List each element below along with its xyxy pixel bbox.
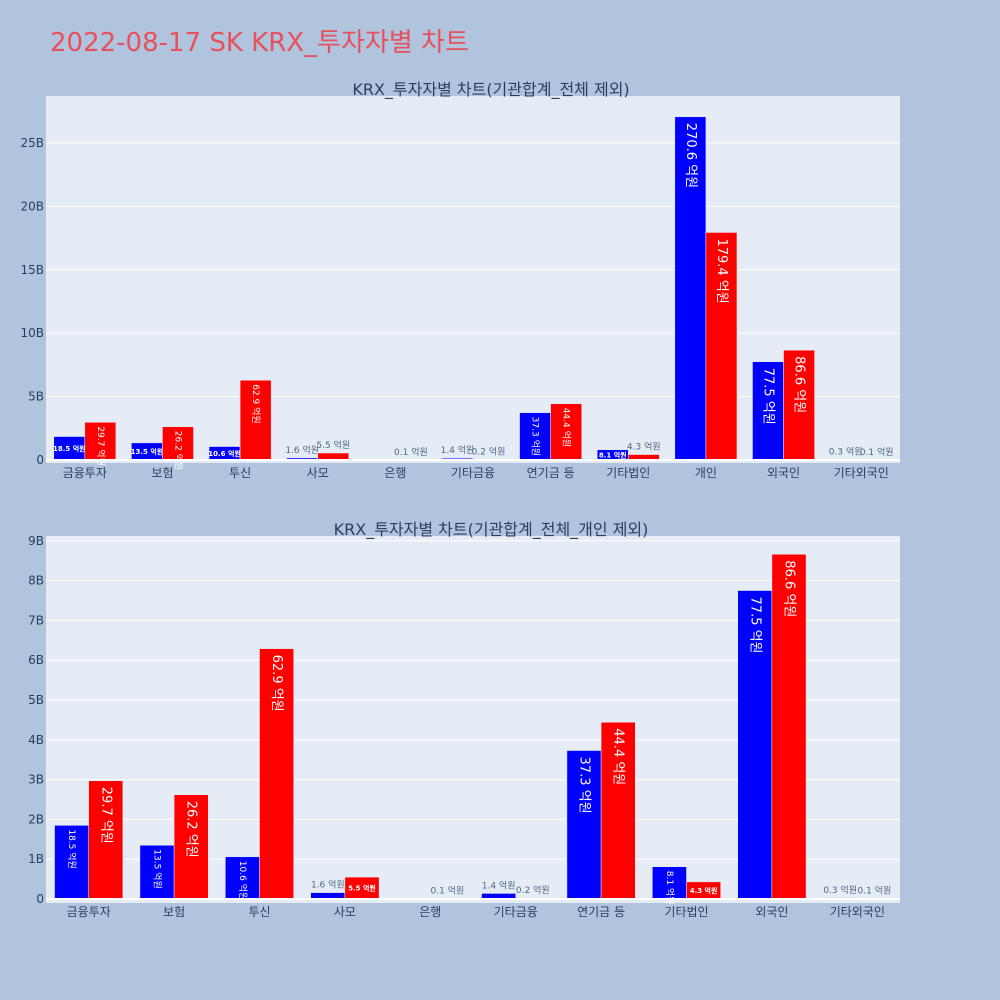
bar[interactable] [139,845,175,900]
bar[interactable] [84,422,117,461]
bar[interactable] [173,794,209,900]
bar-data-label: 4.3 억원 [627,441,661,453]
bar-data-label: 77.5 억원 [747,597,762,654]
bar[interactable] [705,232,738,461]
bar-data-label: 1.4 억원 [482,879,516,891]
x-tick-label: 투신 [229,466,251,480]
bar-data-label: 4.3 억원 [690,886,718,895]
bar-data-label: 270.6 억원 [683,123,698,188]
y-tick-label: 0 [36,453,44,467]
bar-data-label: 0.3 억원 [829,446,863,458]
bar-data-label: 86.6 억원 [781,560,796,617]
bar[interactable] [600,722,636,900]
chart-bottom: KRX_투자자별 차트(기관합계_전체_개인 제외) 0 1B 2B 3B 4B 5B 6B 7… [28,520,900,919]
y-tick-label: 9B [28,534,44,548]
bar-data-label: 0.1 억원 [858,885,892,897]
bar-data-label: 18.5 억원 [66,829,78,868]
bar-data-label: 37.3 억원 [530,417,542,456]
y-tick-label: 5B [28,390,44,404]
y-tick-label: 10B [20,326,44,340]
x-tick-label: 기타금융 [451,466,495,480]
bar-data-label: 62.9 억원 [250,384,262,423]
x-tick-label: 금융투자 [67,905,111,919]
x-tick-label: 기타법인 [606,466,650,480]
bar-data-label: 0.3 억원 [823,884,857,896]
x-tick-label: 투신 [248,905,270,919]
bar-data-label: 8.1 억원 [664,871,676,905]
x-tick-label: 외국인 [767,466,800,480]
bar[interactable] [88,780,124,900]
page-title: 2022-08-17 SK KRX_투자자별 차트 [50,28,469,58]
bar-data-label: 18.5 억원 [53,444,86,453]
bar-data-label: 86.6 억원 [792,356,807,413]
y-tick-label: 0 [36,892,44,906]
bar-data-label: 44.4 억원 [611,728,626,785]
x-tick-label: 기타법인 [664,905,708,919]
bar-data-label: 29.7 억원 [98,787,113,844]
x-tick-label: 외국인 [755,905,788,919]
bar-data-label: 0.1 억원 [860,446,894,458]
x-tick-label: 기타금융 [494,905,538,919]
y-tick-label: 15B [20,263,44,277]
bar[interactable] [519,412,551,461]
bar[interactable] [674,116,707,461]
bar-data-label: 62.9 억원 [269,655,284,712]
bar-data-label: 1.6 억원 [311,879,345,891]
x-tick-label: 은행 [384,465,406,480]
y-tick-label: 5B [28,693,44,707]
bar-data-label: 13.5 억원 [131,447,164,456]
x-tick-label: 금융투자 [63,466,107,480]
chart-top: KRX_투자자별 차트(기관합계_전체 제외) 0 5B 10B 15B 20B 25B 금융… [20,80,900,480]
bar-data-label: 10.6 억원 [208,449,241,458]
x-tick-label: 연기금 등 [577,905,625,919]
y-tick-label: 6B [28,653,44,667]
bar[interactable] [752,361,784,461]
chart-title: KRX_투자자별 차트(기관합계_전체 제외) [352,80,629,100]
bar-data-label: 10.6 억원 [237,861,249,900]
bar[interactable] [259,648,294,900]
x-tick-label: 보험 [163,905,185,919]
x-tick-label: 기타외국인 [834,466,889,480]
y-tick-label: 8B [28,574,44,588]
bar-data-label: 179.4 억원 [714,238,729,303]
x-tick-label: 개인 [695,466,717,480]
bar-data-label: 0.2 억원 [516,884,550,896]
bar-data-label: 1.4 억원 [441,444,475,456]
x-tick-label: 보험 [151,466,173,480]
chart-title: KRX_투자자별 차트(기관합계_전체_개인 제외) [334,520,649,540]
bar[interactable] [783,349,815,461]
y-tick-label: 7B [28,613,44,627]
y-tick-label: 1B [28,852,44,866]
bar-data-label: 37.3 억원 [577,757,592,814]
bar-data-label: 0.1 억원 [431,885,465,897]
y-tick-label: 25B [20,136,44,150]
bar-data-label: 77.5 억원 [761,368,776,425]
bar-data-label: 0.1 억원 [394,446,428,458]
bar-data-label: 26.2 억원 [172,431,184,470]
y-tick-label: 20B [20,199,44,213]
y-tick-label: 3B [28,773,44,787]
x-tick-label: 기타외국인 [830,905,885,919]
y-tick-label: 2B [28,812,44,826]
x-tick-label: 사모 [307,466,329,480]
bar-data-label: 5.5 억원 [348,884,376,893]
bar-data-label: 0.2 억원 [472,446,506,458]
bar-data-label: 29.7 억원 [95,426,107,465]
y-tick-label: 4B [28,733,44,747]
bar-data-label: 1.6 억원 [285,444,319,456]
bar-data-label: 8.1 억원 [599,450,627,459]
bar-data-label: 44.4 억원 [561,408,573,447]
bar-data-label: 26.2 억원 [184,801,199,858]
x-tick-label: 은행 [419,904,441,919]
bar-data-label: 13.5 억원 [152,849,164,888]
bar-data-label: 5.5 억원 [316,439,350,451]
bar[interactable] [771,554,807,900]
bar[interactable] [317,452,350,461]
bar[interactable] [162,426,194,461]
x-tick-label: 연기금 등 [527,466,575,480]
bar[interactable] [225,856,260,900]
x-tick-label: 사모 [334,905,356,919]
bar[interactable] [239,379,272,461]
